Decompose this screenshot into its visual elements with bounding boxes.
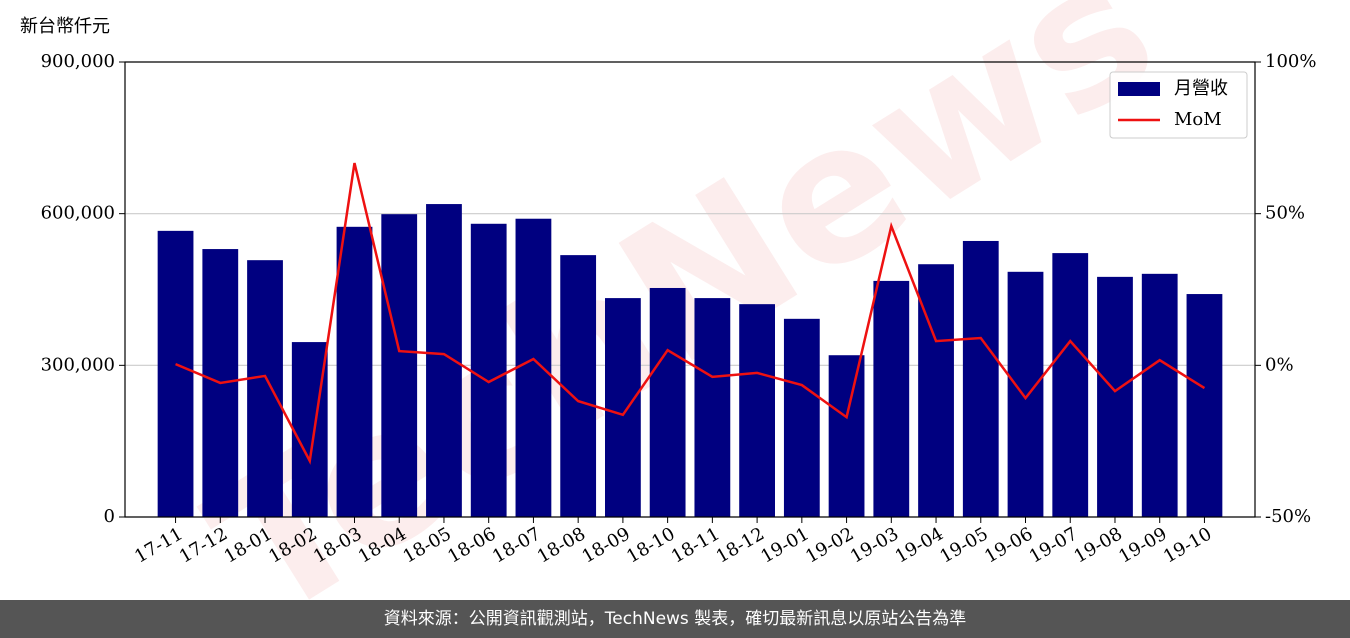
- x-tick-label: 19-08: [1071, 523, 1126, 567]
- bar: [694, 298, 731, 517]
- bar: [157, 230, 194, 517]
- x-tick-label: 19-10: [1160, 523, 1215, 567]
- bar: [962, 240, 999, 517]
- chart: 新台幣仟元 TechNews 0300,000600,000900,000-50…: [20, 0, 1316, 638]
- bar: [828, 355, 865, 517]
- bar: [1052, 253, 1089, 517]
- bar: [247, 260, 283, 517]
- bar: [515, 218, 552, 517]
- bar: [291, 342, 328, 517]
- bar: [1186, 294, 1223, 517]
- bar: [336, 226, 373, 518]
- bar: [1007, 271, 1044, 517]
- bar: [918, 264, 954, 517]
- legend-swatch: [1118, 82, 1160, 96]
- bar: [783, 318, 820, 517]
- x-tick-label: 17-12: [176, 523, 231, 567]
- x-tick-label: 18-09: [578, 523, 633, 567]
- y-tick-label: 600,000: [41, 203, 115, 224]
- plot-frame: [124, 61, 1256, 518]
- footer: 資料來源：公開資訊觀測站，TechNews 製表，確切最新訊息以原站公告為準: [0, 600, 1350, 638]
- y-axis-label: 新台幣仟元: [20, 16, 110, 37]
- y-tick-label: 300,000: [41, 354, 115, 375]
- x-tick-label: 18-10: [623, 523, 678, 567]
- x-tick-label: 18-12: [713, 523, 768, 567]
- x-tick-label: 19-07: [1026, 523, 1081, 567]
- bar: [649, 287, 686, 517]
- y-tick-label: 0: [104, 506, 115, 527]
- bar: [1097, 276, 1133, 517]
- y2-tick-label: 0%: [1265, 354, 1294, 375]
- x-tick-label: 19-06: [981, 523, 1036, 567]
- x-tick-label: 19-02: [802, 523, 857, 567]
- x-tick-label: 19-09: [1115, 523, 1170, 567]
- legend-label: MoM: [1174, 109, 1222, 130]
- line: [175, 162, 1206, 465]
- bar: [560, 255, 597, 517]
- bar: [873, 280, 910, 517]
- bar: [470, 223, 507, 517]
- y2-tick-label: 100%: [1265, 51, 1316, 72]
- x-tick-label: 18-11: [668, 523, 723, 567]
- x-tick-label: 18-08: [534, 523, 589, 567]
- y2-tick-label: 50%: [1265, 203, 1305, 224]
- y-tick-label: 900,000: [41, 51, 115, 72]
- x-tick-label: 19-04: [892, 523, 947, 567]
- x-tick-label: 19-01: [757, 523, 812, 567]
- bar: [605, 298, 641, 517]
- bar: [739, 304, 775, 517]
- x-tick-label: 19-05: [936, 523, 991, 567]
- bar: [381, 214, 418, 517]
- x-tick-label: 19-03: [847, 523, 902, 567]
- x-tick-label: 17-11: [131, 523, 186, 567]
- legend-label: 月營收: [1174, 78, 1228, 99]
- y2-tick-label: -50%: [1265, 506, 1311, 527]
- bar: [1141, 273, 1178, 517]
